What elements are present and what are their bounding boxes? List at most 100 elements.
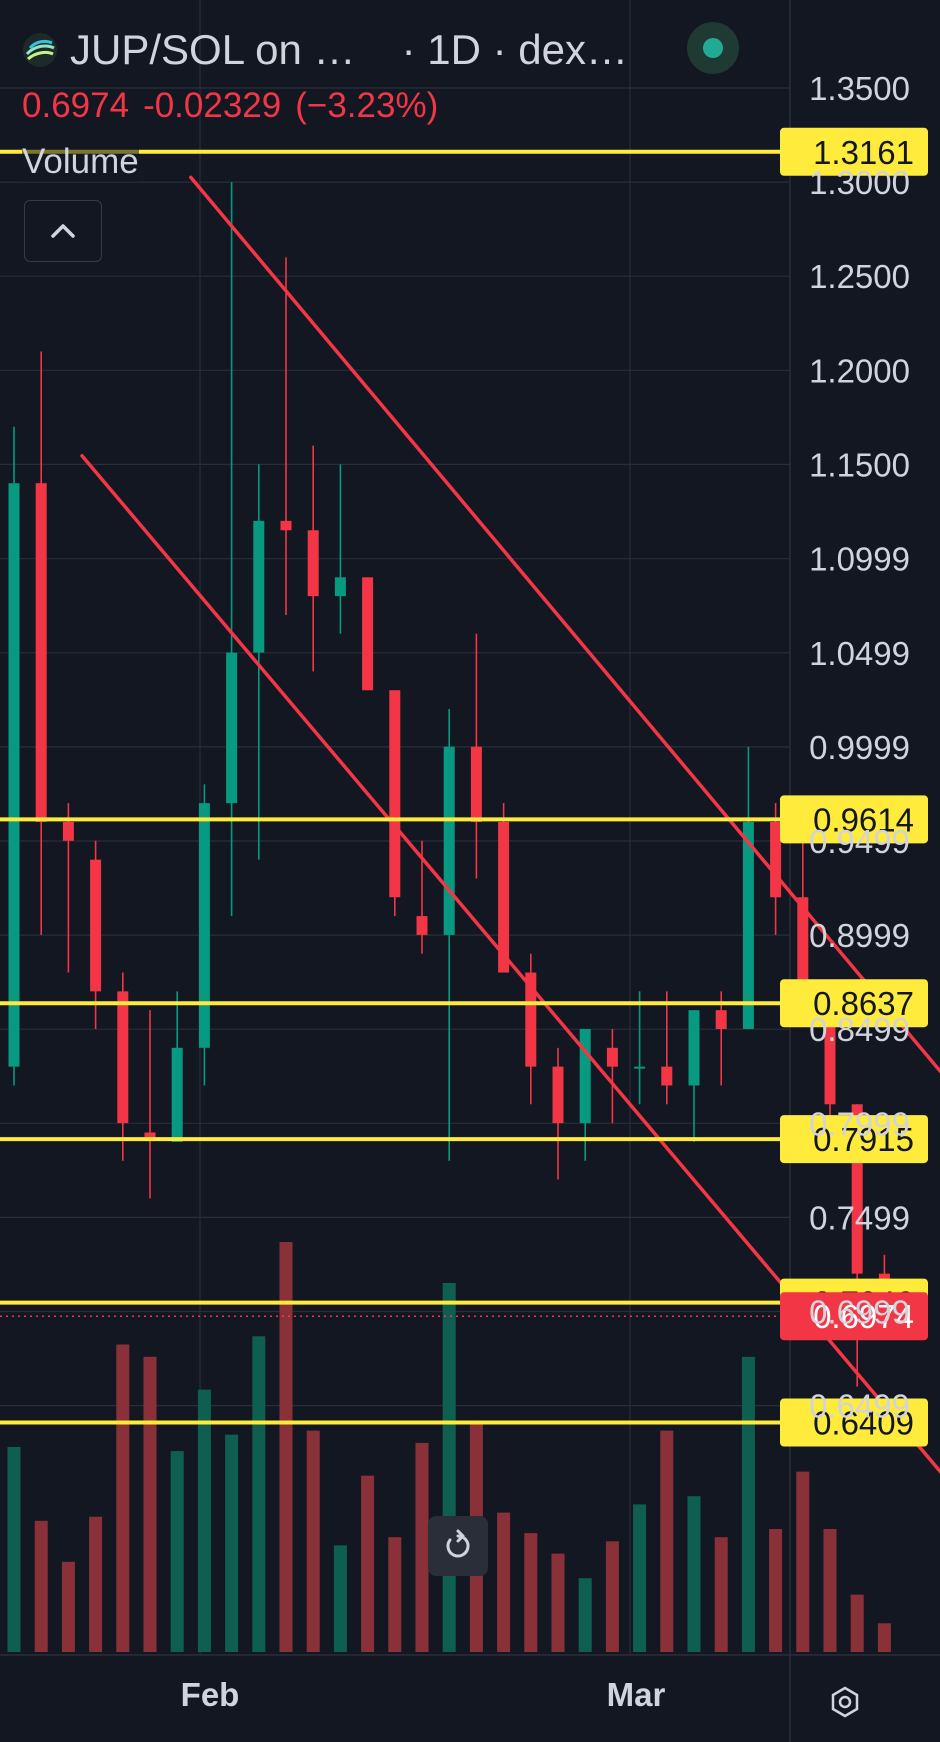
candle-body — [117, 991, 129, 1124]
volume-bar — [605, 1541, 619, 1652]
level-tag — [780, 979, 928, 1028]
volume-bar — [660, 1430, 674, 1652]
y-tick-label: 1.2000 — [809, 352, 910, 389]
volume-bar — [442, 1283, 456, 1652]
collapse-legend-button[interactable] — [24, 200, 102, 262]
symbol-name: JUP/SOL on … — [70, 26, 356, 73]
level-tag — [780, 1398, 928, 1447]
candle-body — [144, 1132, 156, 1139]
candle-body — [851, 1104, 863, 1274]
volume-bar — [333, 1545, 347, 1652]
level-label: 1.3161 — [813, 134, 914, 171]
volume-bar — [7, 1447, 21, 1652]
trendlines — [80, 175, 940, 1474]
watermark-logo-icon — [831, 1686, 859, 1718]
volume-bar — [551, 1553, 565, 1652]
y-tick-label: 0.8999 — [809, 917, 910, 954]
candle-body — [362, 577, 374, 691]
level-label: 0.7915 — [813, 1121, 914, 1158]
level-label: 0.6409 — [813, 1405, 914, 1442]
y-tick-label: 1.1500 — [809, 446, 910, 483]
candle-body — [824, 991, 836, 1105]
y-tick-label: 1.3500 — [809, 70, 910, 107]
candle-body — [770, 821, 782, 898]
price-change-row: 0.6974 -0.02329 (−3.23%) — [22, 86, 452, 126]
last-price: 0.6974 — [22, 86, 130, 125]
candle-body — [198, 803, 210, 1048]
y-tick-label: 0.8499 — [809, 1011, 910, 1048]
volume-bar — [306, 1430, 320, 1652]
y-tick-label: 0.9499 — [809, 823, 910, 860]
candle-body — [579, 1029, 591, 1124]
candle-body — [307, 530, 319, 597]
current-price-tag — [780, 1292, 928, 1341]
volume-indicator-label[interactable]: Volume — [22, 142, 139, 182]
candle-body — [742, 821, 754, 1029]
volume-bar — [633, 1504, 647, 1652]
volume-bar — [89, 1516, 103, 1652]
y-tick-label: 1.2500 — [809, 258, 910, 295]
jupiter-logo-icon — [23, 33, 57, 67]
y-tick-label: 1.3000 — [809, 164, 910, 201]
volume-bar — [769, 1529, 783, 1652]
volume-bar — [252, 1336, 266, 1652]
y-tick-label: 0.9999 — [809, 729, 910, 766]
volume-bar — [143, 1356, 157, 1652]
volume-bar — [578, 1578, 592, 1652]
horizontal-levels: 1.31610.96140.86370.79150.70460.64090.69… — [0, 127, 928, 1447]
candle-body — [525, 972, 537, 1067]
candle-body — [715, 1010, 727, 1029]
volume-bar — [796, 1471, 810, 1652]
price-axis: 1.3500 1.3000 1.2500 1.2000 1.1500 1.0999 1.04… — [809, 70, 910, 1425]
volume-bar — [361, 1475, 375, 1652]
x-tick-label: Mar — [607, 1676, 666, 1713]
candle-body — [606, 1047, 618, 1067]
y-tick-label: 0.6999 — [809, 1293, 910, 1330]
candle-body — [334, 577, 346, 597]
candle-body — [90, 859, 102, 992]
candle-body — [661, 1066, 673, 1086]
price-change-pct: (−3.23%) — [295, 86, 439, 125]
volume-bar — [497, 1512, 511, 1652]
trendline — [189, 175, 940, 1074]
market-live-dot-icon — [687, 22, 739, 74]
price-change: -0.02329 — [143, 86, 282, 125]
current-price-label: 0.6974 — [813, 1298, 914, 1335]
reset-chart-button[interactable] — [428, 1516, 488, 1576]
x-tick-label: Feb — [181, 1676, 240, 1713]
volume-bar — [877, 1623, 891, 1652]
candle-body — [171, 1047, 183, 1142]
y-tick-label: 1.0999 — [809, 541, 910, 578]
candle-body — [35, 483, 47, 822]
candle-body — [416, 916, 428, 935]
level-label: 0.9614 — [813, 801, 914, 838]
level-tag — [780, 1115, 928, 1164]
interval-exchange: · 1D · dex… — [401, 26, 628, 73]
symbol-title[interactable]: JUP/SOL on … · 1D · dex… — [22, 22, 628, 78]
y-tick-label: 0.7499 — [809, 1199, 910, 1236]
volume-bar — [116, 1344, 130, 1652]
y-tick-label: 0.7999 — [809, 1105, 910, 1142]
volume-bar — [524, 1533, 538, 1652]
y-tick-label: 0.6499 — [809, 1388, 910, 1425]
trendline — [80, 453, 940, 1474]
candle-body — [443, 746, 455, 935]
volume-bar — [225, 1434, 239, 1652]
volume-bar — [415, 1442, 429, 1652]
volume-bar — [850, 1594, 864, 1652]
volume-bar — [714, 1537, 728, 1652]
candle-body — [470, 746, 482, 822]
reset-chart-icon — [446, 1529, 470, 1558]
volume-bar — [61, 1561, 75, 1652]
candle-body — [634, 1066, 646, 1069]
volume-bar — [741, 1356, 755, 1652]
candles — [8, 182, 890, 1387]
candle-body — [253, 520, 265, 653]
candle-body — [389, 690, 401, 898]
chevron-up-icon — [51, 224, 75, 238]
candle-body — [688, 1010, 700, 1086]
volume-bar — [823, 1529, 837, 1652]
time-axis: Feb Mar — [181, 1676, 666, 1713]
